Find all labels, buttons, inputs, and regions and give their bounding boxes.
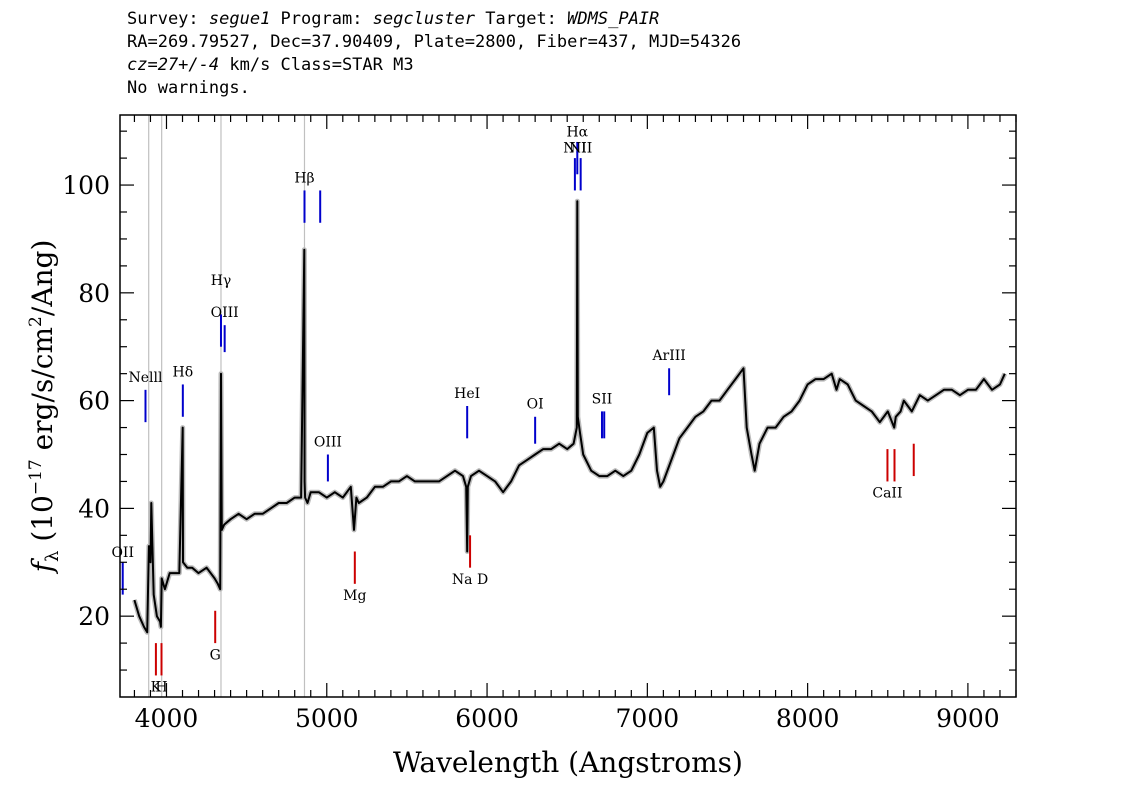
target-label: Target: [475, 9, 568, 29]
y-label-sub: λ [42, 551, 63, 562]
marker-label: OI [527, 397, 544, 413]
x-tick-label: 4000 [135, 704, 199, 733]
spectrum-error-band [132, 198, 1008, 635]
marker-label: Na D [452, 572, 488, 588]
marker-label: HeI [454, 386, 480, 402]
x-axis-label: Wavelength (Angstroms) [393, 746, 743, 779]
spectrum-series [132, 198, 1008, 635]
marker-label: Hδ [173, 364, 194, 380]
x-tick-label: 6000 [455, 704, 519, 733]
x-tick-label: 5000 [295, 704, 359, 733]
marker-label: Hα [566, 125, 588, 141]
header-line-coordinates: RA=269.79527, Dec=37.90409, Plate=2800, … [127, 32, 742, 52]
y-label-exp2: 2 [26, 316, 46, 327]
y-axis-label: fλ (10−17 erg/s/cm2/Ang) [26, 240, 63, 575]
program-label: Program: [270, 9, 373, 29]
reference-lines [148, 115, 306, 697]
class-text: km/s Class=STAR M3 [219, 55, 414, 75]
marker-label: CaII [872, 486, 902, 502]
y-tick-label: 20 [78, 602, 110, 631]
y-label-mid: erg/s/cm [26, 327, 59, 459]
survey-label: Survey: [127, 9, 209, 29]
x-tick-label: 9000 [936, 704, 1000, 733]
marker-label: Mg [343, 588, 366, 604]
plot-frame [119, 114, 1017, 698]
x-tick-label: 7000 [616, 704, 680, 733]
marker-label: Nelll [129, 370, 163, 386]
spectrum-line [133, 200, 1006, 634]
header-line-redshift: cz=27+/-4 km/s Class=STAR M3 [127, 54, 741, 77]
marker-label: NII [569, 141, 592, 157]
y-tick-label: 80 [78, 279, 110, 308]
marker-label: OIII [314, 434, 342, 450]
survey-value: segue1 [208, 9, 271, 29]
y-tick-label: 40 [78, 494, 110, 523]
y-label-end: /Ang) [26, 240, 59, 317]
header-line-warnings: No warnings. [127, 78, 250, 98]
header-line-survey: Survey: segue1 Program: segcluster Targe… [127, 8, 741, 31]
marker-label: Hγ [211, 273, 232, 289]
marker-label: G [210, 647, 221, 663]
axes: 4000 5000 6000 7000 8000 9000 20 40 60 80 100 [62, 115, 1017, 733]
marker-label: H [155, 680, 167, 696]
marker-label: OII [111, 545, 134, 561]
marker-label: Hβ [294, 170, 314, 186]
cz-value: cz=27+/-4 [127, 55, 220, 75]
y-label-exp: −17 [26, 459, 46, 495]
y-tick-label: 60 [78, 387, 110, 416]
marker-label: SII [592, 391, 613, 407]
y-label-main: (10 [26, 495, 59, 550]
marker-label: ArIII [651, 348, 685, 364]
target-value: WDMS_PAIR [567, 9, 660, 29]
y-tick-label: 100 [62, 171, 110, 200]
x-tick-label: 8000 [776, 704, 840, 733]
spectrum-header: Survey: segue1 Program: segcluster Targe… [127, 8, 741, 100]
program-value: segcluster [372, 9, 476, 29]
marker-label: NII [563, 141, 586, 157]
marker-label: OIII [211, 305, 239, 321]
marker-label: K [151, 680, 162, 696]
